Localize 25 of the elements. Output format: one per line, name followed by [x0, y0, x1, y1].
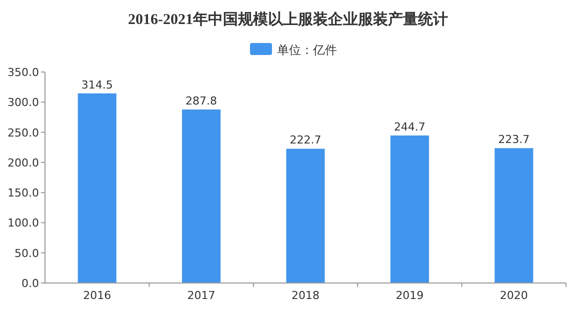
data-label: 222.7	[290, 134, 322, 147]
x-tick-label: 2020	[500, 289, 528, 302]
x-tick-label: 2017	[187, 289, 216, 302]
chart-title: 2016-2021年中国规模以上服装企业服装产量统计	[128, 11, 448, 28]
bar	[390, 135, 429, 283]
bar	[286, 148, 325, 283]
legend-label: 单位：亿件	[277, 43, 337, 57]
y-tick-label: 150.0	[8, 186, 39, 200]
x-tick-label: 2018	[292, 289, 320, 302]
bar	[182, 110, 221, 283]
y-tick-label: 300.0	[8, 96, 39, 110]
bar	[78, 93, 116, 283]
data-label: 244.7	[394, 120, 426, 134]
x-tick-label: 2016	[83, 289, 112, 302]
data-label: 287.8	[186, 94, 218, 108]
y-tick-label: 200.0	[8, 156, 39, 170]
y-tick-label: 50.0	[14, 246, 39, 260]
x-tick-label: 2019	[396, 289, 424, 302]
bar	[494, 148, 534, 283]
data-label: 223.7	[498, 133, 530, 146]
y-tick-label: 350.0	[8, 66, 39, 79]
data-label: 314.5	[81, 78, 113, 92]
y-tick-label: 0.0	[22, 277, 39, 290]
y-tick-label: 100.0	[8, 216, 39, 230]
y-tick-label: 250.0	[8, 126, 39, 140]
